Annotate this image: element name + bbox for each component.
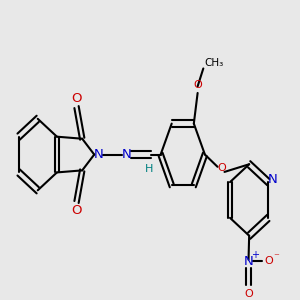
Text: ⁻: ⁻ (273, 252, 279, 262)
Text: H: H (145, 164, 153, 174)
Text: CH₃: CH₃ (205, 58, 224, 68)
Text: +: + (251, 250, 260, 260)
Text: N: N (122, 148, 132, 161)
Text: N: N (244, 255, 254, 268)
Text: N: N (268, 173, 278, 186)
Text: O: O (71, 92, 82, 105)
Text: O: O (244, 289, 253, 299)
Text: O: O (264, 256, 273, 266)
Text: N: N (94, 148, 104, 161)
Text: O: O (218, 163, 226, 173)
Text: O: O (71, 204, 82, 217)
Text: O: O (193, 80, 202, 90)
